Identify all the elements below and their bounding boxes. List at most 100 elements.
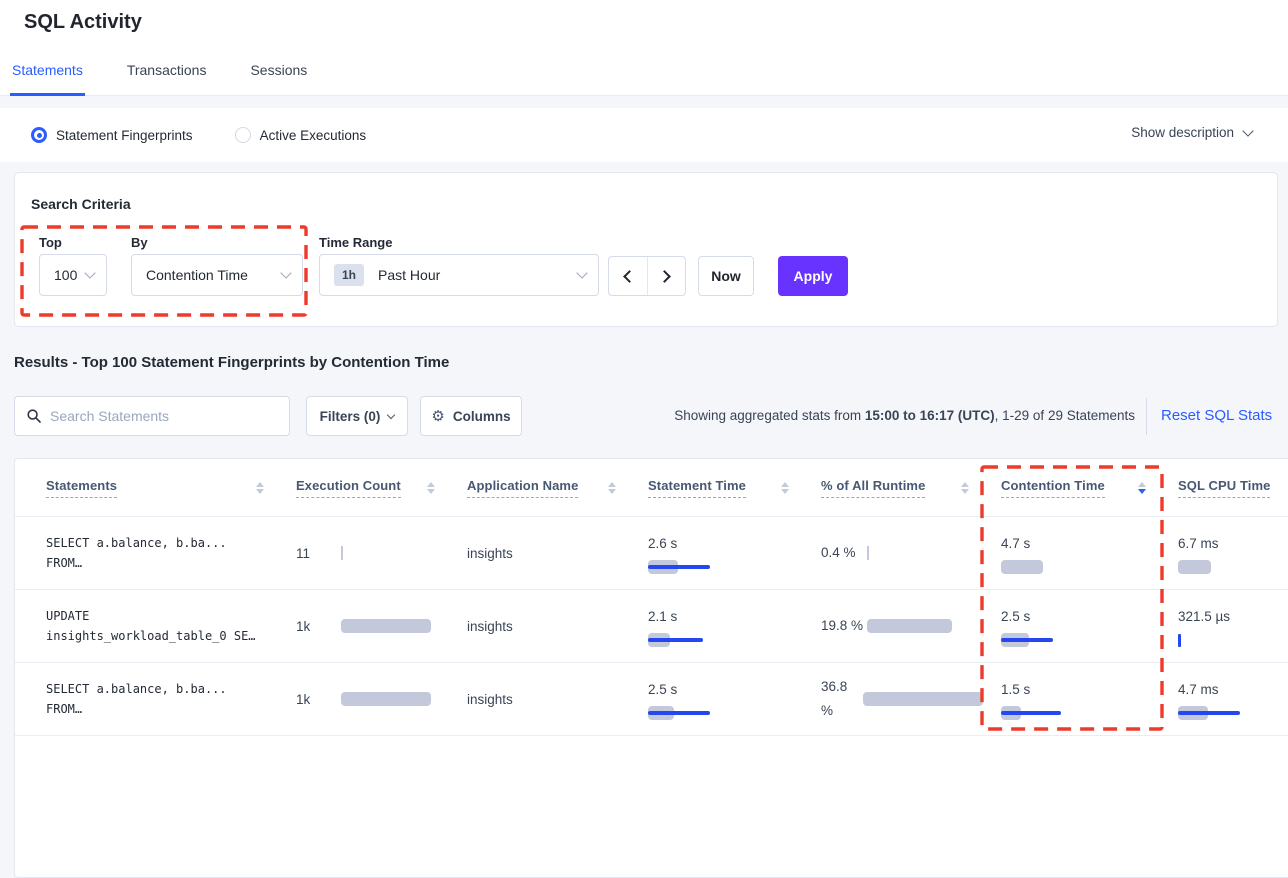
sort-icon[interactable] [781,481,789,494]
previous-time-button[interactable] [609,257,647,295]
tab-transactions[interactable]: Transactions [126,62,207,78]
radio-active-executions[interactable]: Active Executions [234,127,367,143]
search-statements-field[interactable] [14,396,290,436]
time-range-label: Time Range [319,235,393,250]
statement-time-cell: 2.5 s [648,678,821,720]
value-bar [648,633,803,647]
pct-of-runtime-value: 0.4 % [821,545,856,560]
sort-icon[interactable] [427,481,435,494]
tab-statements[interactable]: Statements [10,62,85,96]
table-header-row: Statements Execution Count Application Nam… [15,459,1288,517]
value-bar [341,692,449,706]
application-name-cell: insights [467,545,513,561]
value-bar [1001,560,1160,574]
chevron-down-icon [576,267,588,279]
divider [1146,398,1147,435]
column-header-label: Contention Time [1001,478,1105,498]
statement-fingerprint-link[interactable]: SELECT a.balance, b.ba... FROM… [15,679,296,719]
filters-button[interactable]: Filters (0) [306,396,408,436]
sql-cpu-time-value: 4.7 ms [1178,682,1219,697]
sql-text-line: FROM… [46,702,83,716]
value-bar [1178,560,1288,574]
contention-time-value: 2.5 s [1001,609,1031,624]
search-criteria-card: Search Criteria Top 100 By Contention Ti… [14,172,1278,327]
column-header-label: Statement Time [648,478,746,498]
column-header-sql-cpu-time[interactable]: SQL CPU Time [1178,478,1288,498]
column-header-label: Statements [46,478,118,498]
chevron-down-icon [387,410,396,419]
column-header-application-name[interactable]: Application Name [467,478,648,498]
statements-table: Statements Execution Count Application Nam… [14,458,1288,878]
by-select-value: Contention Time [146,267,248,283]
sort-icon[interactable] [608,481,616,494]
execution-count-value: 1k [296,618,311,634]
contention-time-value: 1.5 s [1001,682,1031,697]
contention-time-cell: 1.5 s [1001,678,1178,720]
table-row: UPDATE insights_workload_table_0 SE… 1k ins… [15,590,1288,663]
time-range-arrows [608,256,686,296]
filters-label: Filters (0) [319,408,381,424]
pct-of-runtime-cell: 36.8 % [821,675,1001,723]
columns-button[interactable]: ⚙ Columns [420,396,522,436]
sql-cpu-time-value: 321.5 µs [1178,609,1231,624]
sql-cpu-time-value: 6.7 ms [1178,536,1219,551]
radio-selected-icon [31,127,47,143]
page-title: SQL Activity [24,11,142,33]
sql-text-line: SELECT a.balance, b.ba... [46,536,227,550]
sort-icon[interactable] [256,481,264,494]
statement-fingerprint-link[interactable]: UPDATE insights_workload_table_0 SE… [15,606,296,646]
time-range-select[interactable]: 1h Past Hour [319,254,599,296]
value-bar [1178,706,1288,720]
radio-label: Statement Fingerprints [56,127,193,143]
now-button[interactable]: Now [698,256,754,296]
chevron-right-icon [658,269,672,283]
value-bar [863,692,983,706]
column-header-label: Execution Count [296,478,401,498]
radio-statement-fingerprints[interactable]: Statement Fingerprints [31,127,193,143]
column-header-statement-time[interactable]: Statement Time [648,478,821,498]
by-select[interactable]: Contention Time [131,254,303,296]
results-heading: Results - Top 100 Statement Fingerprints… [14,354,450,371]
sql-text-line: insights_workload_table_0 SE… [46,629,256,643]
time-range-value: Past Hour [378,267,441,283]
sql-text-line: SELECT a.balance, b.ba... [46,682,227,696]
pct-of-runtime-value: 36.8 % [821,679,848,718]
search-icon [27,409,41,423]
sql-cpu-time-cell: 321.5 µs [1178,605,1288,647]
application-name-cell: insights [467,618,513,634]
radio-label: Active Executions [259,127,367,143]
reset-sql-stats-link[interactable]: Reset SQL Stats [1161,407,1273,424]
execution-count-cell: 11 [296,546,467,561]
sql-cpu-time-cell: 4.7 ms [1178,678,1288,720]
execution-count-value: 11 [296,545,311,561]
radio-unselected-icon [234,127,251,143]
sql-cpu-time-cell: 6.7 ms [1178,532,1288,574]
sort-icon[interactable] [1138,481,1146,494]
show-description-toggle[interactable]: Show description [1131,124,1254,140]
pct-of-runtime-cell: 19.8 % [821,614,1001,638]
column-header-contention-time[interactable]: Contention Time [1001,478,1178,498]
sort-icon[interactable] [961,481,969,494]
top-select[interactable]: 100 [39,254,107,296]
table-body: SELECT a.balance, b.ba... FROM… 11 insights… [15,517,1288,736]
value-bar [341,546,449,560]
column-header-execution-count[interactable]: Execution Count [296,478,467,498]
top-select-value: 100 [54,267,78,283]
value-bar [1001,706,1160,720]
statement-time-cell: 2.1 s [648,605,821,647]
statement-time-value: 2.5 s [648,682,678,697]
sql-text-line: UPDATE [46,609,90,623]
statement-fingerprint-link[interactable]: SELECT a.balance, b.ba... FROM… [15,533,296,573]
view-mode-bar: Statement Fingerprints Active Executions… [0,108,1288,162]
execution-count-cell: 1k [296,692,467,707]
statement-time-value: 2.1 s [648,609,678,624]
column-header-statements[interactable]: Statements [15,478,296,498]
table-row: SELECT a.balance, b.ba... FROM… 1k insights… [15,663,1288,736]
apply-button[interactable]: Apply [778,256,848,296]
value-bar [648,706,803,720]
application-name-cell: insights [467,691,513,707]
next-time-button[interactable] [646,257,686,295]
column-header--of-all-runtime[interactable]: % of All Runtime [821,478,1001,498]
tab-sessions[interactable]: Sessions [250,62,308,78]
search-statements-input[interactable] [50,408,277,424]
